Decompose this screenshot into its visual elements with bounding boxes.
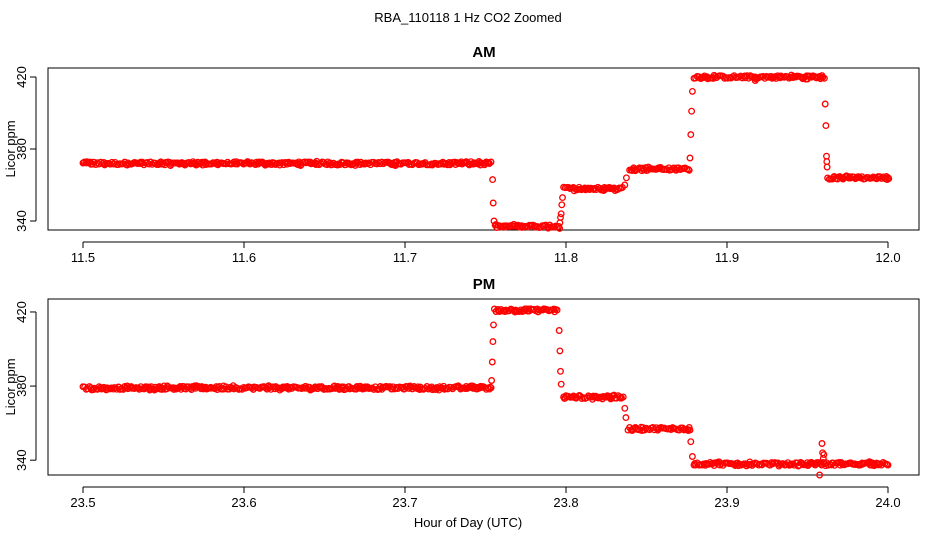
am-data-point [557, 213, 564, 221]
pm-y-tick-label: 420 [14, 301, 29, 323]
am-data-point [688, 107, 696, 115]
am-data-point [489, 176, 497, 184]
am-x-tick-label: 11.6 [232, 250, 256, 265]
am-data-point [571, 185, 579, 193]
am-data-point [885, 175, 893, 183]
am-y-tick-label: 420 [14, 66, 29, 88]
am-plot-frame [47, 67, 920, 231]
pm-plot-frame [47, 298, 920, 476]
pm-data-point [421, 384, 429, 392]
am-x-tick-label: 11.7 [393, 250, 417, 265]
am-data-point [685, 166, 693, 174]
pm-data-point [688, 453, 696, 460]
pm-data-point [774, 459, 782, 467]
x-axis-title: Hour of Day (UTC) [414, 515, 522, 530]
am-panel: AM 11.5 11.6 11.7 11.8 11.9 12.0 340 380 420 Licor… [3, 44, 920, 265]
am-y-tick-label: 340 [14, 210, 29, 232]
am-data-point [686, 154, 694, 162]
pm-data-point [884, 461, 892, 469]
pm-panel: PM 23.5 23.6 23.7 23.8 23.9 24.0 340 380 420 Licor… [3, 276, 920, 510]
am-data-point [822, 122, 830, 130]
am-data-point [490, 217, 498, 225]
am-data-point [556, 219, 564, 227]
pm-y-axis-title: Licor ppm [3, 358, 18, 415]
am-data-point [821, 100, 829, 108]
am-data-point [559, 194, 566, 202]
am-data-point [378, 158, 386, 166]
am-data-point [621, 181, 629, 189]
pm-data-point [819, 454, 827, 462]
am-data-point [94, 159, 101, 167]
am-data-point [270, 159, 278, 167]
pm-data-point [447, 384, 455, 391]
pm-data-point [557, 380, 565, 388]
pm-x-tick-label: 24.0 [875, 495, 900, 510]
am-data-point [811, 72, 819, 80]
pm-data-point [818, 440, 826, 447]
pm-data-point [488, 358, 496, 366]
am-data-point [485, 160, 493, 167]
am-data-point [285, 158, 293, 166]
pm-data-point [489, 338, 497, 346]
am-data-point [823, 152, 830, 160]
pm-x-tick-label: 23.7 [392, 495, 417, 510]
am-data-point [843, 173, 851, 180]
am-x-tick-label: 12.0 [875, 250, 900, 265]
am-data-point [688, 87, 696, 95]
pm-data-point [490, 321, 497, 329]
pm-y-tick-label: 340 [14, 449, 29, 471]
pm-data-point [687, 438, 695, 446]
am-data-point [823, 163, 831, 171]
am-x-tick-label: 11.8 [554, 250, 578, 265]
pm-y-tick-label: 380 [14, 375, 29, 397]
pm-data-point [686, 426, 694, 434]
pm-data-point [557, 367, 564, 375]
am-data-points [79, 71, 893, 232]
am-data-point [557, 210, 565, 218]
am-y-tick-label: 380 [14, 138, 29, 160]
am-data-point [861, 175, 869, 183]
am-y-axis-title: Licor ppm [3, 120, 18, 177]
am-data-point [884, 174, 892, 182]
pm-data-point [816, 471, 824, 479]
pm-data-point [820, 451, 828, 459]
pm-data-points [79, 305, 892, 479]
am-data-point [820, 74, 828, 82]
am-data-point [687, 131, 695, 139]
pm-data-point [556, 347, 564, 355]
figure-title: RBA_110118 1 Hz CO2 Zoomed [374, 10, 561, 25]
am-data-point [110, 160, 117, 168]
pm-data-point [488, 377, 496, 384]
pm-x-tick-label: 23.6 [231, 495, 256, 510]
am-data-point [365, 159, 373, 167]
pm-data-point [619, 393, 627, 401]
pm-data-point [622, 414, 630, 422]
pm-data-point [444, 385, 452, 393]
pm-data-point [621, 404, 629, 412]
pm-data-point [230, 385, 238, 393]
am-data-point [166, 158, 174, 166]
pm-data-point [555, 327, 563, 334]
pm-x-tick-label: 23.8 [553, 495, 578, 510]
pm-x-tick-label: 23.5 [70, 495, 95, 510]
am-data-point [622, 174, 630, 182]
am-data-point [487, 158, 495, 166]
pm-panel-title: PM [473, 276, 496, 293]
pm-data-point [487, 384, 495, 392]
am-data-point [148, 160, 156, 168]
pm-x-tick-label: 23.9 [714, 495, 739, 510]
am-x-tick-label: 11.5 [71, 250, 95, 265]
am-data-point [684, 165, 692, 173]
am-data-point [493, 224, 501, 231]
am-data-point [317, 160, 325, 168]
pm-data-point [553, 306, 561, 314]
am-data-point [489, 199, 497, 207]
am-data-point [823, 158, 831, 166]
pm-data-point [782, 461, 790, 468]
am-x-tick-label: 11.9 [715, 250, 739, 265]
am-panel-title: AM [472, 44, 495, 61]
am-data-point [558, 201, 566, 209]
am-data-point [751, 77, 759, 85]
